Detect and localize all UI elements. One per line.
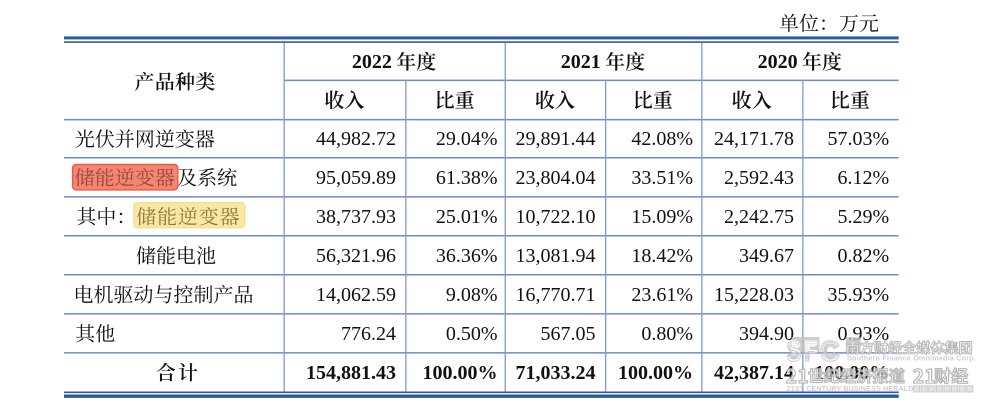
svg-text:F: F bbox=[805, 338, 817, 365]
svg-text:36.36%: 36.36% bbox=[436, 245, 498, 267]
svg-text:5.29%: 5.29% bbox=[838, 206, 890, 228]
svg-text:42.08%: 42.08% bbox=[631, 128, 693, 150]
svg-text:2,242.75: 2,242.75 bbox=[724, 206, 794, 228]
svg-text:95,059.89: 95,059.89 bbox=[316, 167, 396, 189]
svg-text:2022: 2022 bbox=[352, 51, 392, 73]
svg-text:C: C bbox=[820, 336, 841, 368]
svg-text:61.38%: 61.38% bbox=[436, 167, 498, 189]
svg-text:0.93%: 0.93% bbox=[838, 323, 890, 345]
svg-text:349.67: 349.67 bbox=[739, 245, 794, 267]
svg-text:100.00%: 100.00% bbox=[423, 362, 498, 384]
svg-text:0.50%: 0.50% bbox=[446, 323, 498, 345]
svg-text:S: S bbox=[786, 336, 801, 368]
svg-text:2021: 2021 bbox=[561, 51, 601, 73]
svg-text:776.24: 776.24 bbox=[341, 323, 396, 345]
svg-text:S: S bbox=[788, 338, 800, 365]
svg-text:S: S bbox=[788, 338, 800, 365]
svg-text:44,982.72: 44,982.72 bbox=[316, 128, 396, 150]
svg-text:15.09%: 15.09% bbox=[631, 206, 693, 228]
svg-text:S: S bbox=[789, 341, 799, 362]
svg-text:29.04%: 29.04% bbox=[436, 128, 498, 150]
svg-text:14,062.59: 14,062.59 bbox=[316, 284, 396, 306]
svg-text:100.00%: 100.00% bbox=[618, 362, 693, 384]
svg-text:38,737.93: 38,737.93 bbox=[316, 206, 396, 228]
svg-text:18.42%: 18.42% bbox=[631, 245, 693, 267]
svg-text:0.80%: 0.80% bbox=[641, 323, 693, 345]
svg-text:F: F bbox=[806, 341, 815, 362]
svg-text:567.05: 567.05 bbox=[541, 323, 596, 345]
svg-text:S: S bbox=[786, 336, 801, 368]
svg-text:57.03%: 57.03% bbox=[828, 128, 890, 150]
svg-text:56,321.96: 56,321.96 bbox=[316, 245, 396, 267]
svg-text:2,592.43: 2,592.43 bbox=[724, 167, 794, 189]
svg-text:35.93%: 35.93% bbox=[828, 284, 890, 306]
svg-text:42,387.14: 42,387.14 bbox=[714, 362, 794, 384]
svg-text:2020: 2020 bbox=[758, 51, 798, 73]
svg-text:21ST CENTURY BUSINESS HERALD: 21ST CENTURY BUSINESS HERALD bbox=[787, 384, 914, 393]
svg-text:25.01%: 25.01% bbox=[436, 206, 498, 228]
svg-text:0.82%: 0.82% bbox=[838, 245, 890, 267]
svg-text:15,228.03: 15,228.03 bbox=[714, 284, 794, 306]
svg-text:F: F bbox=[804, 336, 818, 368]
svg-text:394.90: 394.90 bbox=[739, 323, 794, 345]
svg-text:Southern Finance Omnimedia Cor: Southern Finance Omnimedia Corp. bbox=[847, 354, 976, 363]
svg-text:71,033.24: 71,033.24 bbox=[516, 362, 596, 384]
svg-text:154,881.43: 154,881.43 bbox=[306, 362, 396, 384]
svg-text:C: C bbox=[821, 338, 838, 365]
svg-text:C: C bbox=[823, 341, 837, 362]
svg-text:16,770.71: 16,770.71 bbox=[516, 284, 596, 306]
svg-text:F: F bbox=[805, 338, 817, 365]
svg-text:33.51%: 33.51% bbox=[631, 167, 693, 189]
svg-text:13,081.94: 13,081.94 bbox=[516, 245, 596, 267]
svg-text:29,891.44: 29,891.44 bbox=[516, 128, 596, 150]
svg-text:S: S bbox=[789, 341, 799, 362]
svg-text:23,804.04: 23,804.04 bbox=[516, 167, 596, 189]
svg-text:9.08%: 9.08% bbox=[446, 284, 498, 306]
svg-text:23.61%: 23.61% bbox=[631, 284, 693, 306]
svg-text:10,722.10: 10,722.10 bbox=[516, 206, 596, 228]
svg-text:24,171.78: 24,171.78 bbox=[714, 128, 794, 150]
svg-text:6.12%: 6.12% bbox=[838, 167, 890, 189]
svg-text:C: C bbox=[820, 336, 841, 368]
svg-text:F: F bbox=[806, 341, 815, 362]
svg-text:F: F bbox=[804, 336, 818, 368]
